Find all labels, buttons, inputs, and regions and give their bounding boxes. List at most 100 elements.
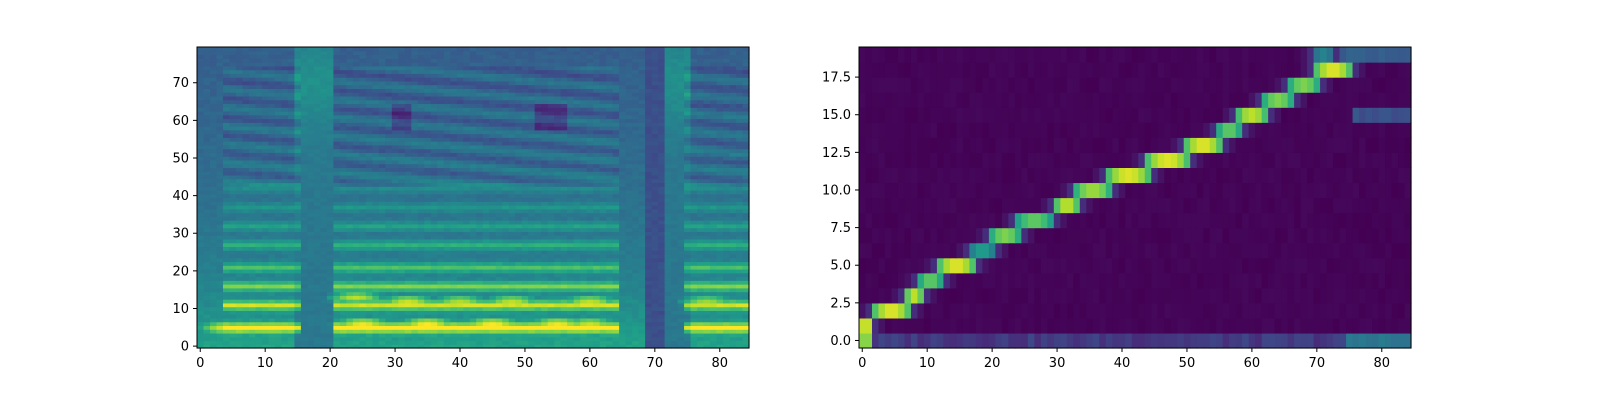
heatmap-cell xyxy=(255,231,263,236)
heatmap-cell xyxy=(547,321,555,327)
heatmap-cell xyxy=(716,291,724,296)
heatmap-cell xyxy=(197,156,205,161)
heatmap-cell xyxy=(378,167,386,172)
heatmap-cell xyxy=(632,302,640,308)
heatmap-cell xyxy=(437,336,445,342)
heatmap-cell xyxy=(742,235,750,240)
heatmap-cell xyxy=(352,310,360,315)
heatmap-cell xyxy=(307,186,315,191)
heatmap-cell xyxy=(411,220,419,225)
heatmap-cell xyxy=(463,253,471,259)
heatmap-cell xyxy=(541,265,549,270)
heatmap-cell xyxy=(450,167,458,172)
heatmap-cell xyxy=(372,178,380,184)
heatmap-cell xyxy=(554,205,562,210)
heatmap-cell xyxy=(456,325,464,330)
heatmap-cell xyxy=(723,148,731,153)
heatmap-cell xyxy=(658,325,666,330)
heatmap-cell xyxy=(339,302,347,308)
heatmap-cell xyxy=(372,133,380,138)
heatmap-cell xyxy=(729,220,737,225)
heatmap-cell xyxy=(313,246,321,251)
heatmap-cell xyxy=(313,299,321,304)
heatmap-cell xyxy=(372,265,380,270)
heatmap-cell xyxy=(658,295,666,300)
heatmap-cell xyxy=(242,201,250,206)
heatmap-cell xyxy=(398,265,406,270)
heatmap-cell xyxy=(671,141,679,146)
heatmap-cell xyxy=(736,295,744,300)
heatmap-cell xyxy=(229,227,237,232)
heatmap-cell xyxy=(632,314,640,319)
heatmap-cell xyxy=(580,178,588,184)
heatmap-cell xyxy=(534,129,542,135)
heatmap-cell xyxy=(625,287,633,293)
heatmap-cell xyxy=(268,193,276,199)
heatmap-cell xyxy=(450,332,458,338)
heatmap-cell xyxy=(703,332,711,338)
heatmap-cell xyxy=(703,137,711,142)
heatmap-cell xyxy=(638,306,646,311)
heatmap-cell xyxy=(346,197,354,202)
heatmap-cell xyxy=(333,220,341,225)
heatmap-cell xyxy=(502,148,510,153)
heatmap-cell xyxy=(333,223,341,229)
heatmap-cell xyxy=(645,325,653,330)
heatmap-cell xyxy=(404,208,412,214)
heatmap-cell xyxy=(586,201,594,206)
heatmap-cell xyxy=(638,235,646,240)
heatmap-cell xyxy=(593,197,601,202)
heatmap-cell xyxy=(599,253,607,259)
heatmap-cell xyxy=(586,171,594,176)
heatmap-cell xyxy=(216,133,224,138)
heatmap-cell xyxy=(443,287,451,293)
heatmap-cell xyxy=(261,227,270,232)
heatmap-cell xyxy=(677,250,685,255)
heatmap-cell xyxy=(534,246,542,251)
heatmap-cell xyxy=(255,182,263,187)
heatmap-cell xyxy=(365,133,373,138)
heatmap-cell xyxy=(352,159,360,165)
heatmap-cell xyxy=(534,171,542,176)
heatmap-cell xyxy=(437,171,445,176)
heatmap-cell xyxy=(424,144,432,150)
heatmap-cell xyxy=(664,159,672,165)
heatmap-cell xyxy=(567,156,575,161)
heatmap-cell xyxy=(248,197,257,202)
heatmap-cell xyxy=(326,189,334,195)
heatmap-cell xyxy=(625,299,633,304)
heatmap-cell xyxy=(261,325,270,330)
heatmap-cell xyxy=(313,163,321,168)
heatmap-cell xyxy=(197,325,205,330)
heatmap-cell xyxy=(677,261,685,266)
heatmap-cell xyxy=(625,284,633,289)
heatmap-cell xyxy=(222,148,231,153)
heatmap-cell xyxy=(716,329,724,334)
heatmap-cell xyxy=(313,310,321,315)
heatmap-cell xyxy=(703,223,711,229)
heatmap-cell xyxy=(391,197,399,202)
heatmap-cell xyxy=(339,317,347,323)
heatmap-cell xyxy=(281,238,289,244)
heatmap-cell xyxy=(313,321,321,327)
heatmap-cell xyxy=(300,186,308,191)
heatmap-cell xyxy=(203,299,211,304)
heatmap-cell xyxy=(229,329,237,334)
heatmap-cell xyxy=(489,291,497,296)
heatmap-cell xyxy=(697,257,705,263)
heatmap-cell xyxy=(664,193,672,199)
heatmap-cell xyxy=(554,193,562,199)
heatmap-cell xyxy=(723,238,731,244)
heatmap-cell xyxy=(274,287,283,293)
heatmap-cell xyxy=(612,310,620,315)
heatmap-cell xyxy=(534,193,542,199)
heatmap-cell xyxy=(378,272,386,278)
heatmap-cell xyxy=(489,189,497,195)
heatmap-cell xyxy=(521,238,529,244)
heatmap-cell xyxy=(404,250,412,255)
heatmap-cell xyxy=(469,174,477,180)
heatmap-cell xyxy=(599,280,607,285)
heatmap-cell xyxy=(197,295,205,300)
heatmap-cell xyxy=(697,302,705,308)
heatmap-cell xyxy=(625,133,633,138)
